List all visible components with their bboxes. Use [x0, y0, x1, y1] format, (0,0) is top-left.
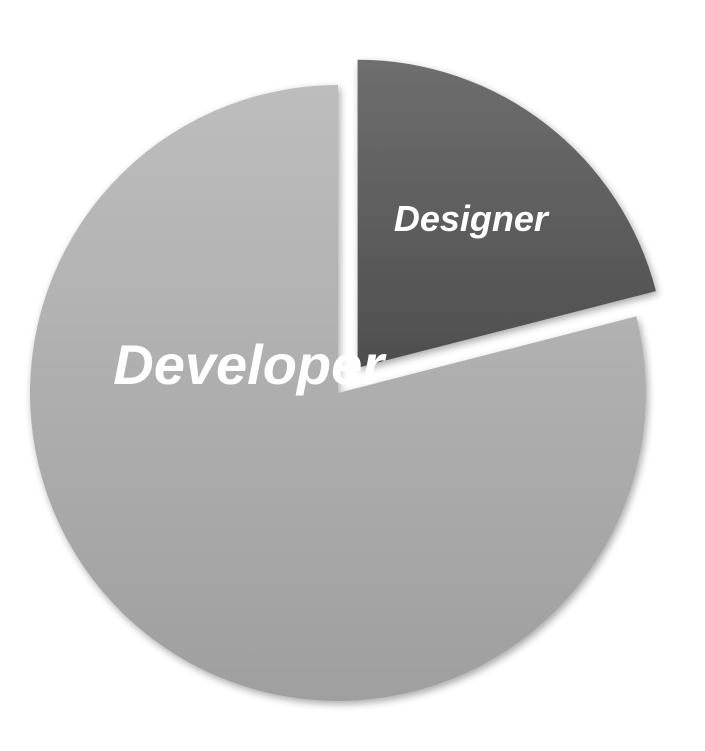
data-label-developer: Developer [113, 333, 387, 396]
data-label-designer: Designer [394, 198, 550, 239]
pie-slice-designer [357, 59, 656, 368]
pie-slice-developer [29, 85, 647, 702]
